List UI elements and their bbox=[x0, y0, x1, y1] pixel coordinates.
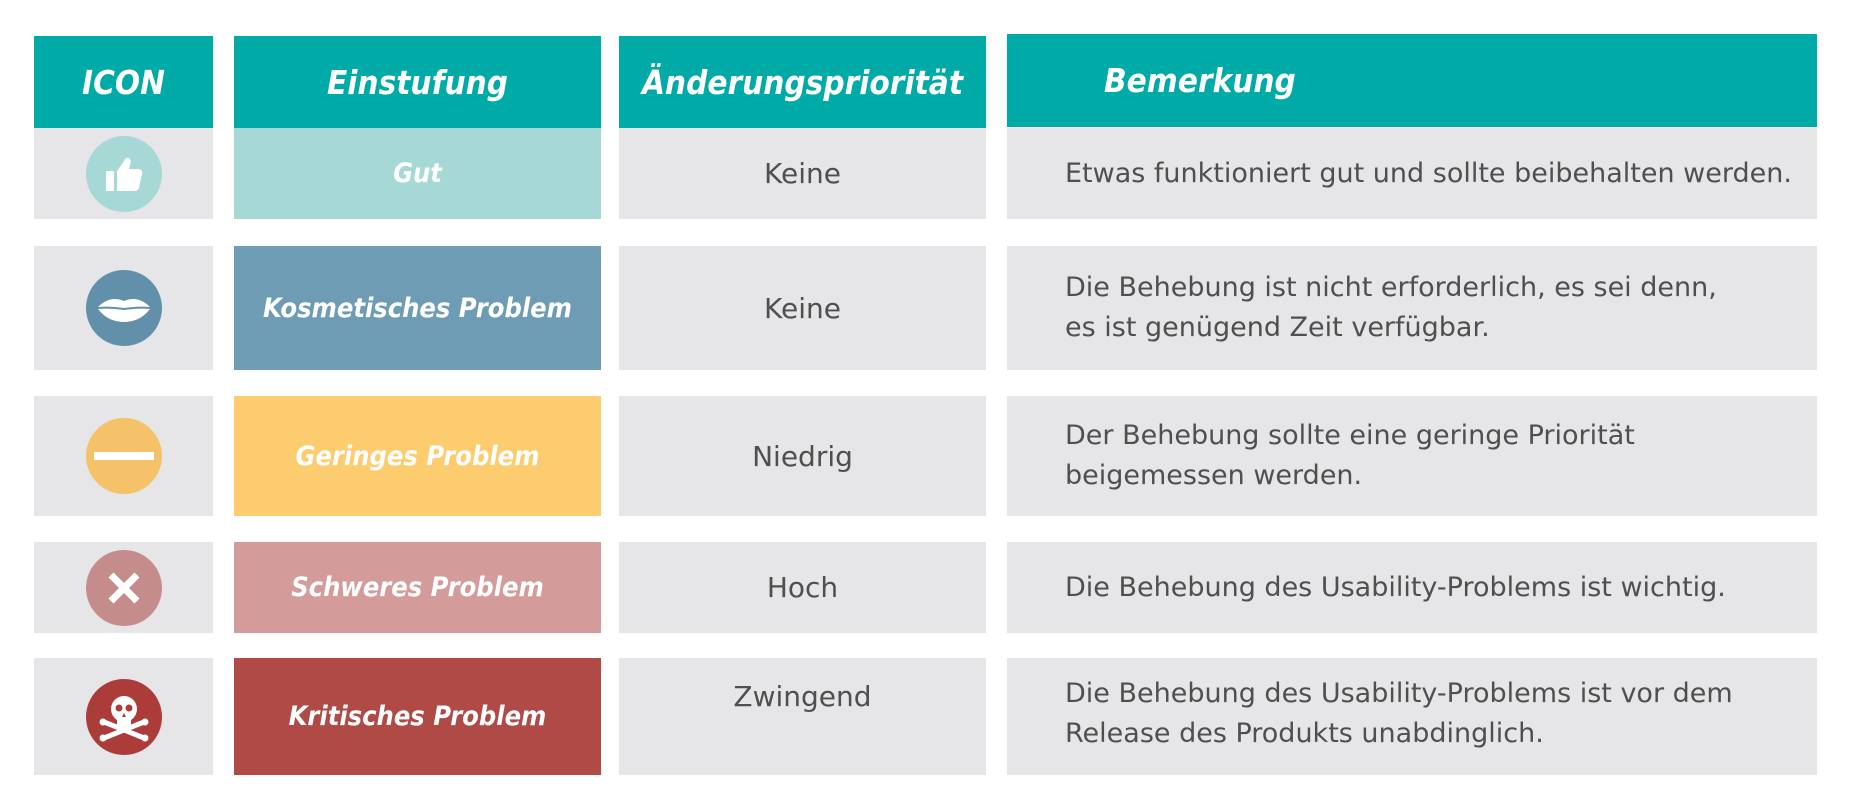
header-bemerkung: Bemerkung bbox=[1007, 34, 1817, 127]
row-2-icon-circle bbox=[85, 270, 162, 346]
row-2-bemerkung: Die Behebung ist nicht erforderlich, es … bbox=[1007, 246, 1817, 370]
bemerkung-line: Die Behebung des Usability-Problems ist … bbox=[1065, 678, 1733, 709]
bemerkung-line: Die Behebung des Usability-Problems ist … bbox=[1065, 571, 1726, 603]
row-5-einstufung-label: Kritisches Problem bbox=[288, 701, 547, 732]
lips-icon bbox=[97, 299, 150, 322]
header-einstufung-label: Einstufung bbox=[326, 62, 509, 102]
bemerkung-line: Etwas funktioniert gut und sollte beibeh… bbox=[1065, 157, 1792, 189]
row-5-icon-circle bbox=[85, 678, 162, 755]
bemerkung-line: beigemessen werden. bbox=[1065, 460, 1363, 491]
row-3-prioritaet: Niedrig bbox=[619, 396, 986, 516]
bemerkung-line: es ist genügend Zeit verfügbar. bbox=[1065, 312, 1490, 343]
bemerkung-line: Die Behebung ist nicht erforderlich, es … bbox=[1065, 272, 1717, 303]
row-2-icon-cell bbox=[34, 246, 213, 370]
header-einstufung: Einstufung bbox=[234, 36, 601, 128]
row-1-bemerkung-text: Etwas funktioniert gut und sollte beibeh… bbox=[1065, 154, 1792, 194]
row-3-bemerkung: Der Behebung sollte eine geringe Priorit… bbox=[1007, 396, 1817, 516]
row-2-einstufung: Kosmetisches Problem bbox=[234, 246, 601, 370]
row-3-einstufung: Geringes Problem bbox=[234, 396, 601, 516]
row-1-prioritaet: Keine bbox=[619, 128, 986, 219]
bemerkung-line: Der Behebung sollte eine geringe Priorit… bbox=[1065, 420, 1635, 451]
row-4-icon-cell bbox=[34, 542, 213, 633]
row-2-einstufung-label: Kosmetisches Problem bbox=[263, 292, 572, 324]
skull-crossbones-icon bbox=[99, 695, 148, 741]
row-1-icon-cell bbox=[34, 128, 213, 219]
row-1-einstufung-label: Gut bbox=[393, 158, 442, 189]
row-5-bemerkung: Die Behebung des Usability-Problems ist … bbox=[1007, 658, 1817, 775]
row-3-prioritaet-label: Niedrig bbox=[752, 439, 853, 473]
row-4-prioritaet: Hoch bbox=[619, 542, 986, 633]
header-icon: ICON bbox=[34, 36, 213, 128]
x-icon bbox=[108, 572, 139, 603]
thumbs-up-icon bbox=[105, 157, 142, 191]
row-3-icon-circle bbox=[85, 418, 162, 494]
row-3-icon-cell bbox=[34, 396, 213, 516]
row-4-bemerkung-text: Die Behebung des Usability-Problems ist … bbox=[1065, 568, 1726, 608]
header-bemerkung-label: Bemerkung bbox=[1104, 61, 1296, 100]
row-4-bemerkung: Die Behebung des Usability-Problems ist … bbox=[1007, 542, 1817, 633]
row-5-icon-cell bbox=[34, 658, 213, 775]
row-5-prioritaet: Zwingend bbox=[619, 658, 986, 775]
header-icon-label: ICON bbox=[82, 62, 165, 102]
row-1-prioritaet-label: Keine bbox=[764, 157, 841, 190]
header-prioritaet: Änderungspriorität bbox=[619, 36, 986, 128]
row-1-einstufung: Gut bbox=[234, 128, 601, 219]
row-5-bemerkung-text: Die Behebung des Usability-Problems ist … bbox=[1065, 674, 1733, 754]
header-prioritaet-label: Änderungspriorität bbox=[641, 62, 964, 102]
row-1-icon-circle bbox=[85, 135, 162, 212]
row-5-einstufung: Kritisches Problem bbox=[234, 658, 601, 775]
row-3-einstufung-label: Geringes Problem bbox=[295, 440, 540, 472]
row-2-prioritaet: Keine bbox=[619, 246, 986, 370]
row-4-icon-circle bbox=[85, 549, 162, 626]
row-4-prioritaet-label: Hoch bbox=[766, 571, 839, 604]
bemerkung-line: Release des Produkts unabdinglich. bbox=[1065, 718, 1544, 749]
minus-icon bbox=[93, 452, 154, 460]
row-3-bemerkung-text: Der Behebung sollte eine geringe Priorit… bbox=[1065, 416, 1635, 496]
row-4-einstufung: Schweres Problem bbox=[234, 542, 601, 633]
row-2-bemerkung-text: Die Behebung ist nicht erforderlich, es … bbox=[1065, 268, 1717, 348]
row-2-prioritaet-label: Keine bbox=[764, 291, 841, 325]
row-5-prioritaet-label: Zwingend bbox=[733, 680, 872, 713]
row-1-bemerkung: Etwas funktioniert gut und sollte beibeh… bbox=[1007, 128, 1817, 219]
row-4-einstufung-label: Schweres Problem bbox=[291, 572, 544, 603]
